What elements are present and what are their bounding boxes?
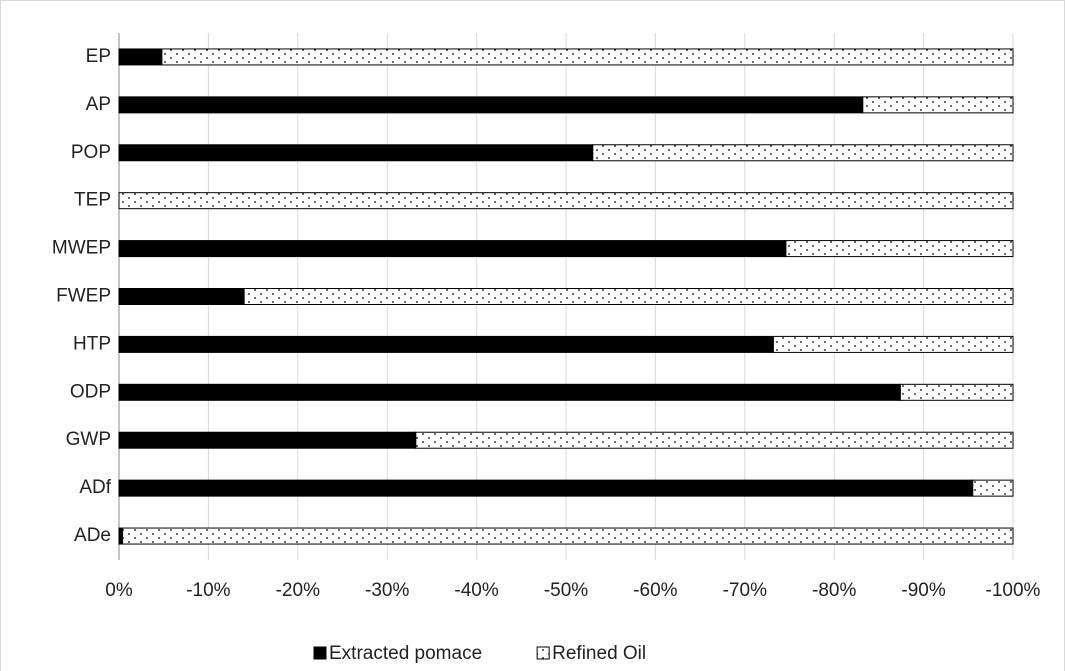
bar-segment <box>772 335 1014 353</box>
y-tick-label: EP <box>86 46 111 67</box>
bar-segment <box>118 288 245 305</box>
legend-marker <box>313 646 327 660</box>
y-tick-label: ADe <box>74 525 111 546</box>
bar-segment <box>118 383 901 401</box>
x-tick-label: -90% <box>901 580 945 601</box>
legend-marker-pattern <box>537 647 550 659</box>
y-tick-label: GWP <box>66 429 111 450</box>
bar-segment <box>118 96 864 114</box>
y-tick-label: ODP <box>70 381 111 402</box>
x-tick-label: -50% <box>544 580 588 601</box>
x-tick-label: -60% <box>633 580 677 601</box>
bar-segment <box>592 144 1014 162</box>
legend-label: Refined Oil <box>552 643 646 664</box>
legend-label: Extracted pomace <box>329 643 482 664</box>
bar-segment <box>161 48 1014 66</box>
y-tick-label: AP <box>86 94 111 115</box>
y-tick-label: HTP <box>73 333 111 354</box>
bar-segment <box>118 479 974 497</box>
bar-segment <box>899 383 1014 401</box>
bar-segment <box>785 240 1014 258</box>
bar-segment <box>415 431 1014 449</box>
bar-segment <box>118 192 1014 210</box>
y-tick-label: ADf <box>79 477 111 498</box>
y-tick-label: POP <box>71 142 111 163</box>
x-tick-label: 0% <box>105 580 133 601</box>
bar-segment <box>118 144 594 162</box>
x-tick-label: -80% <box>812 580 856 601</box>
bar-segment <box>862 96 1014 114</box>
bar-segment <box>118 240 787 258</box>
x-tick-label: -10% <box>186 580 230 601</box>
bar-segment <box>972 479 1014 497</box>
x-tick-label: -100% <box>986 580 1041 601</box>
bar-segment <box>118 48 163 66</box>
bar-segment <box>118 335 774 353</box>
bar-segment <box>122 527 1014 545</box>
bar-segment <box>118 431 417 449</box>
x-tick-label: -20% <box>276 580 320 601</box>
y-tick-label: FWEP <box>56 286 111 307</box>
bar-segment <box>118 527 124 545</box>
x-tick-label: -30% <box>365 580 409 601</box>
bar-segment <box>243 288 1014 305</box>
y-tick-label: MWEP <box>52 238 111 259</box>
y-tick-label: TEP <box>74 190 111 211</box>
x-tick-label: -70% <box>723 580 767 601</box>
x-tick-label: -40% <box>454 580 498 601</box>
